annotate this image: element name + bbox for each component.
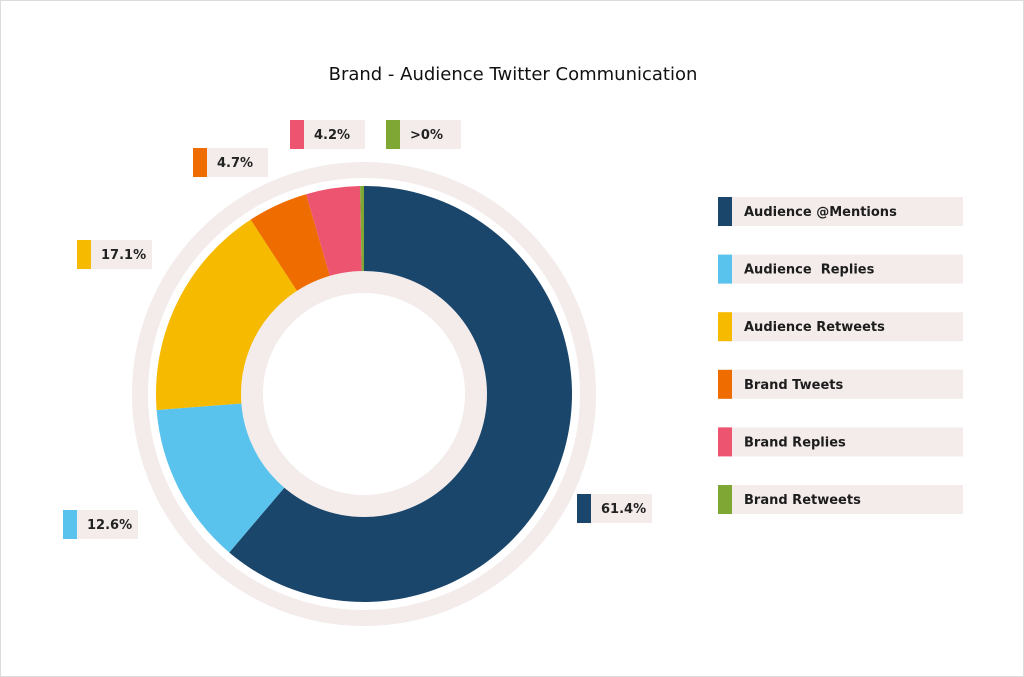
legend-swatch: [718, 197, 732, 226]
legend-swatch: [718, 254, 732, 284]
legend-item-background: [718, 312, 963, 342]
slice-audience-retweets: [156, 219, 303, 410]
legend-item: Brand Retweets: [718, 485, 963, 514]
legend-item-background: [718, 254, 963, 284]
slice-brand-retweets: [360, 186, 364, 283]
slice-label-swatch: [290, 120, 304, 149]
slice-label-text: 61.4%: [601, 502, 646, 517]
legend-item-background: [718, 485, 963, 514]
slice-label-swatch: [63, 510, 77, 539]
legend-item-background: [718, 369, 963, 399]
legend-label: Audience Replies: [744, 263, 875, 278]
legend-label: Audience Retweets: [744, 320, 885, 335]
legend-swatch: [718, 427, 732, 457]
legend: Audience @Mentions Audience Replies Audien…: [718, 197, 963, 514]
slice-label-swatch: [386, 120, 400, 149]
donut-hole: [263, 293, 465, 495]
legend-label: Brand Tweets: [744, 378, 843, 393]
legend-item-background: [718, 427, 963, 457]
slice-label-text: 17.1%: [101, 248, 146, 263]
slice-label: 4.7%: [193, 148, 268, 177]
slice-label: >0%: [386, 120, 461, 149]
slice-brand-tweets: [250, 194, 333, 301]
slice-label-swatch: [77, 240, 91, 269]
slice-label-text: 4.2%: [314, 128, 350, 143]
legend-item: Audience @Mentions: [718, 197, 963, 226]
slice-label: 12.6%: [63, 510, 138, 539]
legend-item: Audience Retweets: [718, 312, 963, 342]
slice-brand-replies: [306, 186, 362, 287]
slice-labels: 61.4% 12.6% 17.1% 4.7% 4.2% >0%: [63, 120, 652, 539]
legend-item-background: [718, 197, 963, 226]
slice-label-swatch: [193, 148, 207, 177]
legend-label: Audience @Mentions: [744, 205, 897, 220]
donut-inner-ring: [241, 271, 487, 517]
chart-title: Brand - Audience Twitter Communication: [329, 64, 698, 85]
slice-label: 61.4%: [577, 494, 652, 523]
slice-label: 4.2%: [290, 120, 365, 149]
legend-label: Brand Retweets: [744, 493, 861, 508]
slice-label-swatch: [577, 494, 591, 523]
slice-label-text: >0%: [410, 128, 443, 143]
legend-item: Brand Tweets: [718, 369, 963, 399]
legend-item: Brand Replies: [718, 427, 963, 457]
legend-swatch: [718, 369, 732, 399]
slice-label: 17.1%: [77, 240, 152, 269]
legend-swatch: [718, 312, 732, 342]
legend-label: Brand Replies: [744, 435, 846, 450]
slice-label-text: 12.6%: [87, 518, 132, 533]
slice-label-text: 4.7%: [217, 156, 253, 171]
legend-swatch: [718, 485, 732, 514]
donut-outer-ring: [132, 162, 596, 626]
legend-item: Audience Replies: [718, 254, 963, 284]
